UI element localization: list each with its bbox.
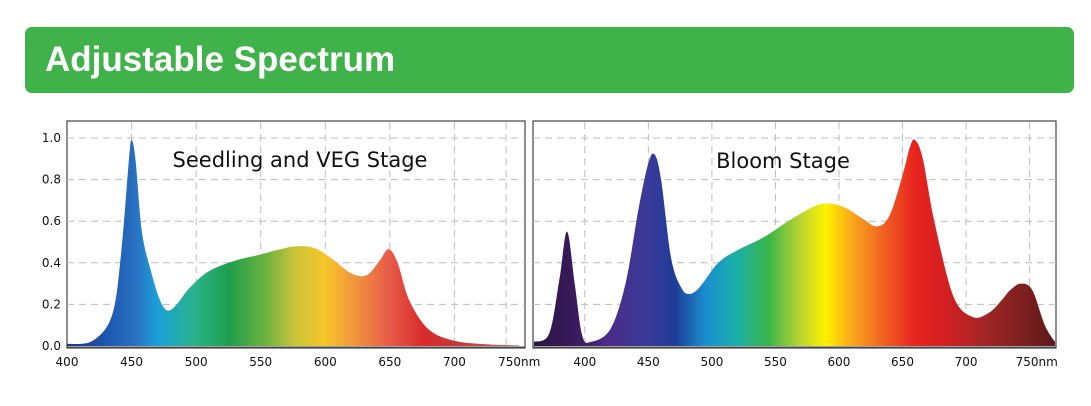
veg-y-tick-1: 0.2 — [42, 297, 61, 311]
bloom-chart-title: Bloom Stage — [716, 149, 850, 173]
veg-x-tick-550: 550 — [249, 355, 272, 369]
veg-y-tick-2: 0.4 — [42, 256, 61, 270]
veg-y-tick-4: 0.8 — [42, 173, 61, 187]
veg-x-tick-750nm: 750nm — [498, 355, 540, 369]
bloom-stage-chart: Bloom Stage 400 450 500 550 600 650 700 750nm — [532, 120, 1058, 369]
veg-axes: Seedling and VEG Stage 400 450 500 550 600 65… — [42, 131, 540, 369]
bloom-x-tick-500: 500 — [700, 355, 723, 369]
bloom-x-tick-650: 650 — [891, 355, 914, 369]
bloom-marks — [533, 139, 1056, 348]
veg-chart-title: Seedling and VEG Stage — [173, 148, 428, 172]
bloom-x-tick-450: 450 — [637, 355, 660, 369]
veg-x-tick-700: 700 — [443, 355, 466, 369]
title-banner: Adjustable Spectrum — [25, 27, 1074, 93]
bloom-x-tick-600: 600 — [828, 355, 851, 369]
bloom-x-tick-400: 400 — [573, 355, 596, 369]
veg-y-tick-0: 0.0 — [42, 339, 61, 353]
bloom-x-tick-750nm: 750nm — [1016, 355, 1058, 369]
veg-x-tick-650: 650 — [378, 355, 401, 369]
veg-spectrum-area — [67, 140, 519, 346]
bloom-x-tick-700: 700 — [955, 355, 978, 369]
veg-marks — [67, 140, 525, 348]
veg-x-tick-500: 500 — [185, 355, 208, 369]
page-title: Adjustable Spectrum — [45, 40, 396, 79]
bloom-axes: Bloom Stage 400 450 500 550 600 650 700 750nm — [573, 149, 1057, 369]
veg-x-tick-600: 600 — [314, 355, 337, 369]
bloom-grid — [533, 122, 1056, 347]
veg-x-tick-450: 450 — [120, 355, 143, 369]
bloom-x-tick-550: 550 — [764, 355, 787, 369]
veg-y-tick-3: 0.6 — [42, 214, 61, 228]
bloom-spectrum-area — [534, 139, 1055, 346]
veg-x-tick-400: 400 — [56, 355, 79, 369]
veg-y-tick-5: 1.0 — [42, 131, 61, 145]
veg-stage-chart: Seedling and VEG Stage 400 450 500 550 600 65… — [42, 120, 540, 369]
